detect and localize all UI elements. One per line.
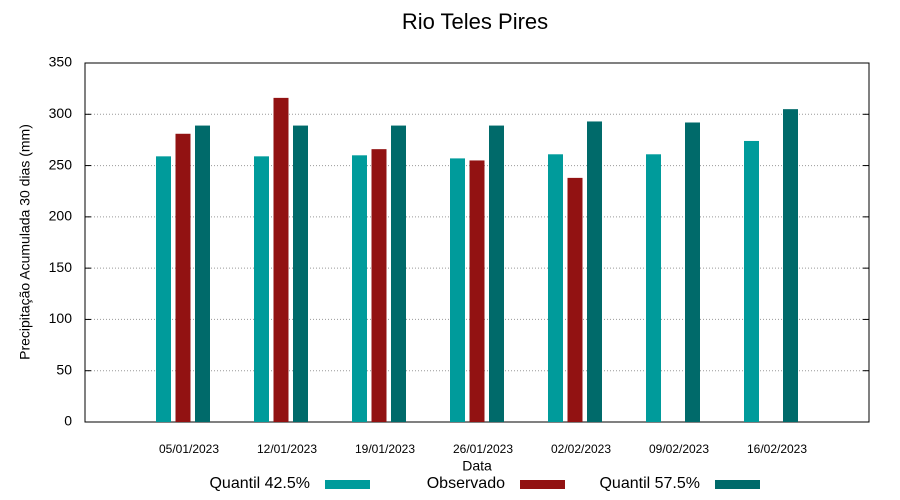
bar <box>254 156 269 422</box>
bar <box>489 125 504 422</box>
bar <box>548 154 563 422</box>
y-tick-label: 100 <box>49 310 73 326</box>
y-tick-label: 200 <box>49 208 73 224</box>
bar <box>293 125 308 422</box>
y-tick-label: 150 <box>49 259 73 275</box>
legend-label: Quantil 57.5% <box>599 475 700 492</box>
bar <box>352 155 367 423</box>
bar <box>646 154 661 422</box>
x-tick-label: 05/01/2023 <box>159 442 219 456</box>
bar <box>744 140 759 422</box>
bar <box>783 109 798 423</box>
x-tick-label: 19/01/2023 <box>355 442 415 456</box>
legend-swatch <box>520 480 565 489</box>
x-tick-label: 26/01/2023 <box>453 442 513 456</box>
y-tick-label: 0 <box>64 413 72 429</box>
bar <box>391 125 406 422</box>
bar <box>567 177 583 422</box>
bar <box>469 160 485 422</box>
y-tick-label: 350 <box>49 54 73 70</box>
bar <box>450 158 465 423</box>
x-tick-label: 16/02/2023 <box>747 442 807 456</box>
bar <box>587 121 602 423</box>
legend-swatch <box>325 480 370 489</box>
bar <box>195 125 210 422</box>
bar <box>371 149 387 422</box>
x-tick-label: 02/02/2023 <box>551 442 611 456</box>
bar <box>273 97 289 423</box>
bar <box>156 156 171 422</box>
bar <box>175 133 191 422</box>
bar <box>685 122 700 423</box>
y-tick-label: 250 <box>49 156 73 172</box>
chart-title: Rio Teles Pires <box>402 9 548 34</box>
legend-swatch <box>715 480 760 489</box>
y-axis-label: Precipitação Acumulada 30 dias (mm) <box>17 124 33 360</box>
x-tick-label: 12/01/2023 <box>257 442 317 456</box>
legend-label: Observado <box>427 475 505 492</box>
legend-label: Quantil 42.5% <box>209 475 310 492</box>
x-tick-label: 09/02/2023 <box>649 442 709 456</box>
y-tick-label: 300 <box>49 105 73 121</box>
y-tick-label: 50 <box>56 361 72 377</box>
x-axis-label: Data <box>462 458 492 474</box>
